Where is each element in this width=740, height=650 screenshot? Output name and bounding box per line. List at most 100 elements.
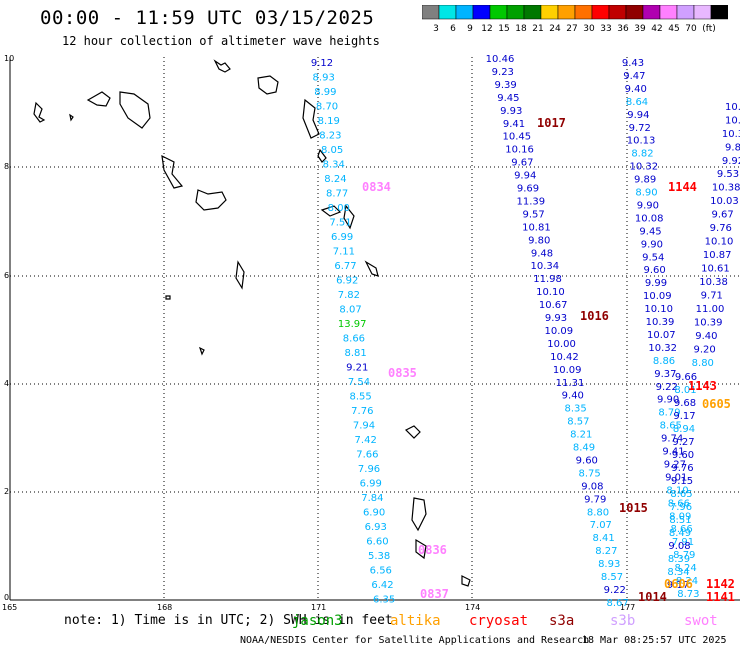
wave-height-value: 6.60	[366, 537, 388, 548]
wave-height-value: 10.08	[635, 213, 664, 224]
wave-height-value: 9.66	[675, 372, 697, 383]
color-scale-label: 9	[467, 24, 473, 34]
wave-height-value: 8.93	[598, 559, 620, 570]
wave-height-value: 9.41	[503, 119, 525, 130]
wave-height-value: 10.32	[629, 162, 658, 173]
wave-height-value: 7.84	[361, 493, 383, 504]
wave-height-value: 9.93	[545, 313, 567, 324]
wave-height-value: 8.82	[631, 149, 653, 160]
wave-height-value: 9.99	[645, 278, 667, 289]
wave-height-value: 9.76	[710, 223, 732, 234]
wave-height-value: 8.19	[318, 116, 340, 127]
color-scale-label: 36	[617, 24, 629, 34]
wave-height-value: 9.90	[637, 200, 659, 211]
satellite-legend-altika: altika	[390, 613, 441, 629]
wave-height-value: 7.54	[348, 377, 370, 388]
pass-time-label: 1141	[706, 590, 735, 604]
wave-height-value: 9.92	[722, 156, 740, 167]
wave-height-value: 8.66	[668, 498, 690, 509]
y-tick-label: 10	[4, 54, 14, 63]
wave-height-value: 8.24	[676, 576, 698, 587]
wave-height-value: 9.40	[562, 391, 584, 402]
wave-height-value: 9.80	[528, 235, 550, 246]
color-scale-label: 6	[450, 24, 456, 34]
wave-height-value: 9.17	[673, 411, 695, 422]
wave-height-value: 8.75	[578, 468, 600, 479]
wave-height-value: 8.99	[314, 87, 336, 98]
wave-height-value: 9.48	[531, 248, 553, 259]
wave-height-value: 10.3	[722, 129, 740, 140]
wave-height-value: 6.99	[360, 479, 382, 490]
color-scale-label: 39	[634, 24, 646, 34]
map-title: 00:00 - 11:59 UTC 03/15/2025	[40, 7, 375, 29]
wave-height-value: 10.38	[699, 277, 728, 288]
wave-height-value: 9.45	[497, 93, 519, 104]
wave-height-value: 11.31	[556, 378, 585, 389]
wave-height-value: 8.93	[313, 73, 335, 84]
y-tick-label: 8	[4, 162, 9, 171]
wave-height-value: 8.79	[673, 550, 695, 561]
wave-height-value: 9.60	[576, 455, 598, 466]
wave-height-value: 8.80	[692, 358, 714, 369]
wave-height-value: 9.22	[604, 585, 626, 596]
wave-height-value: 10.61	[701, 264, 730, 275]
wave-height-value: 7.82	[338, 290, 360, 301]
y-tick-label: 0	[4, 593, 9, 602]
wave-height-value: 11.39	[516, 196, 545, 207]
wave-height-value: 8.57	[567, 417, 589, 428]
wave-height-value: 8.39	[668, 554, 690, 565]
wave-height-value: 8.35	[564, 404, 586, 415]
altimeter-tracks: 9.128.938.998.708.198.238.058.348.248.77…	[311, 54, 740, 609]
wave-height-value: 10.13	[627, 136, 656, 147]
wave-height-value: 7.91	[672, 537, 694, 548]
wave-height-value: 9.71	[701, 291, 723, 302]
color-scale-label: 18	[515, 24, 527, 34]
satellite-legend-swot: swot	[684, 613, 718, 629]
color-scale-label: 33	[600, 24, 611, 34]
color-scale-label: 3	[433, 24, 439, 34]
wave-height-value: 5.38	[368, 551, 390, 562]
wave-height-value: 8.67	[606, 598, 628, 609]
pass-time-label: 1014	[638, 590, 667, 604]
pass-time-label: 0606	[664, 577, 693, 591]
wave-height-value: 9.60	[643, 265, 665, 276]
wave-height-value: 8.66	[343, 334, 365, 345]
wave-height-value: 10.	[725, 102, 740, 113]
wave-height-value: 10.39	[694, 318, 723, 329]
wave-height-value: 10.38	[712, 183, 740, 194]
wave-height-value: 8.24	[324, 174, 346, 185]
color-scale-label: 15	[498, 24, 509, 34]
wave-height-value: 8.79	[658, 408, 680, 419]
wave-height-value: 9.47	[623, 71, 645, 82]
wave-height-value: 8.94	[673, 424, 695, 435]
wave-height-value: 8.34	[323, 160, 345, 171]
pass-time-label: 0605	[702, 397, 731, 411]
wave-height-value: 7.96	[670, 502, 692, 513]
wave-height-value: 9.23	[492, 67, 514, 78]
wave-height-value: 10.10	[644, 304, 673, 315]
wave-height-value: 9.69	[517, 184, 539, 195]
wave-height-value: 10.03	[710, 196, 739, 207]
wave-height-value: 10.32	[648, 343, 677, 354]
wave-height-value: 8.80	[587, 507, 609, 518]
wave-height-value: 8.49	[573, 443, 595, 454]
wave-height-value: 8.10	[666, 485, 688, 496]
wave-height-value: 9.20	[693, 345, 715, 356]
wave-height-value: 9.39	[494, 80, 516, 91]
wave-height-value: 10.34	[530, 261, 559, 272]
wave-height-value: 8.51	[669, 515, 691, 526]
wave-height-value: 9.41	[662, 447, 684, 458]
wave-height-value: 9.94	[627, 110, 649, 121]
wave-height-value: 8.34	[667, 567, 689, 578]
pass-time-label: 1142	[706, 577, 735, 591]
map-subtitle: 12 hour collection of altimeter wave hei…	[62, 34, 380, 48]
wave-height-value: 9.74	[661, 434, 683, 445]
wave-height-value: 6.42	[371, 580, 393, 591]
wave-height-value: 9.54	[642, 252, 664, 263]
wave-height-value: 8.66	[670, 524, 692, 535]
wave-height-value: 11.00	[696, 304, 725, 315]
wave-height-value: 9.53	[717, 169, 739, 180]
wave-height-value: 6.90	[363, 508, 385, 519]
color-scale-label: 45	[668, 24, 679, 34]
